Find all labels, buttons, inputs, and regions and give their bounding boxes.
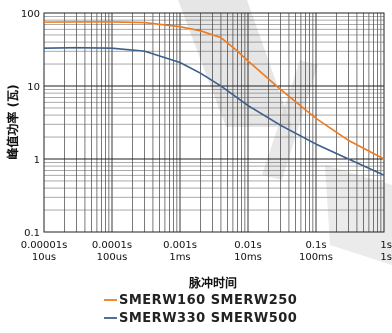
x-tick-sublabel: 1s bbox=[380, 252, 392, 263]
x-axis-ticks: 0.00001s10us0.0001s100us0.001s1ms0.01s10… bbox=[21, 240, 392, 263]
watermark bbox=[178, 0, 392, 265]
series-line-2 bbox=[43, 46, 385, 176]
series-line-1 bbox=[43, 21, 385, 160]
x-tick-label: 0.001s bbox=[163, 240, 197, 251]
x-tick-sublabel: 100ms bbox=[299, 252, 333, 263]
x-tick-sublabel: 10us bbox=[32, 252, 56, 263]
legend: SMERW160 SMERW250 SMERW330 SMERW500 bbox=[104, 293, 297, 326]
legend-label: SMERW160 SMERW250 bbox=[119, 293, 297, 308]
series-layer bbox=[43, 21, 385, 176]
y-tick-label: 10 bbox=[27, 82, 40, 93]
x-tick-label: 0.1s bbox=[305, 240, 326, 251]
y-tick-label: 1 bbox=[34, 155, 40, 166]
x-tick-label: 0.00001s bbox=[21, 240, 68, 251]
y-tick-label: 0.1 bbox=[24, 228, 40, 239]
y-tick-label: 100 bbox=[21, 9, 40, 20]
x-tick-label: 0.0001s bbox=[92, 240, 132, 251]
x-tick-sublabel: 100us bbox=[97, 252, 128, 263]
plot-frame bbox=[43, 12, 385, 233]
x-tick-label: 0.01s bbox=[234, 240, 261, 251]
x-tick-sublabel: 10ms bbox=[234, 252, 262, 263]
x-axis-title: 脉冲时间 bbox=[188, 275, 237, 290]
legend-label: SMERW330 SMERW500 bbox=[119, 311, 297, 326]
y-axis-ticks: 0.1 1 10 100 bbox=[21, 9, 40, 239]
y-axis-title: 峰值功率 (瓦) bbox=[5, 84, 20, 159]
x-tick-sublabel: 1ms bbox=[169, 252, 190, 263]
x-tick-label: 1s bbox=[380, 240, 392, 251]
